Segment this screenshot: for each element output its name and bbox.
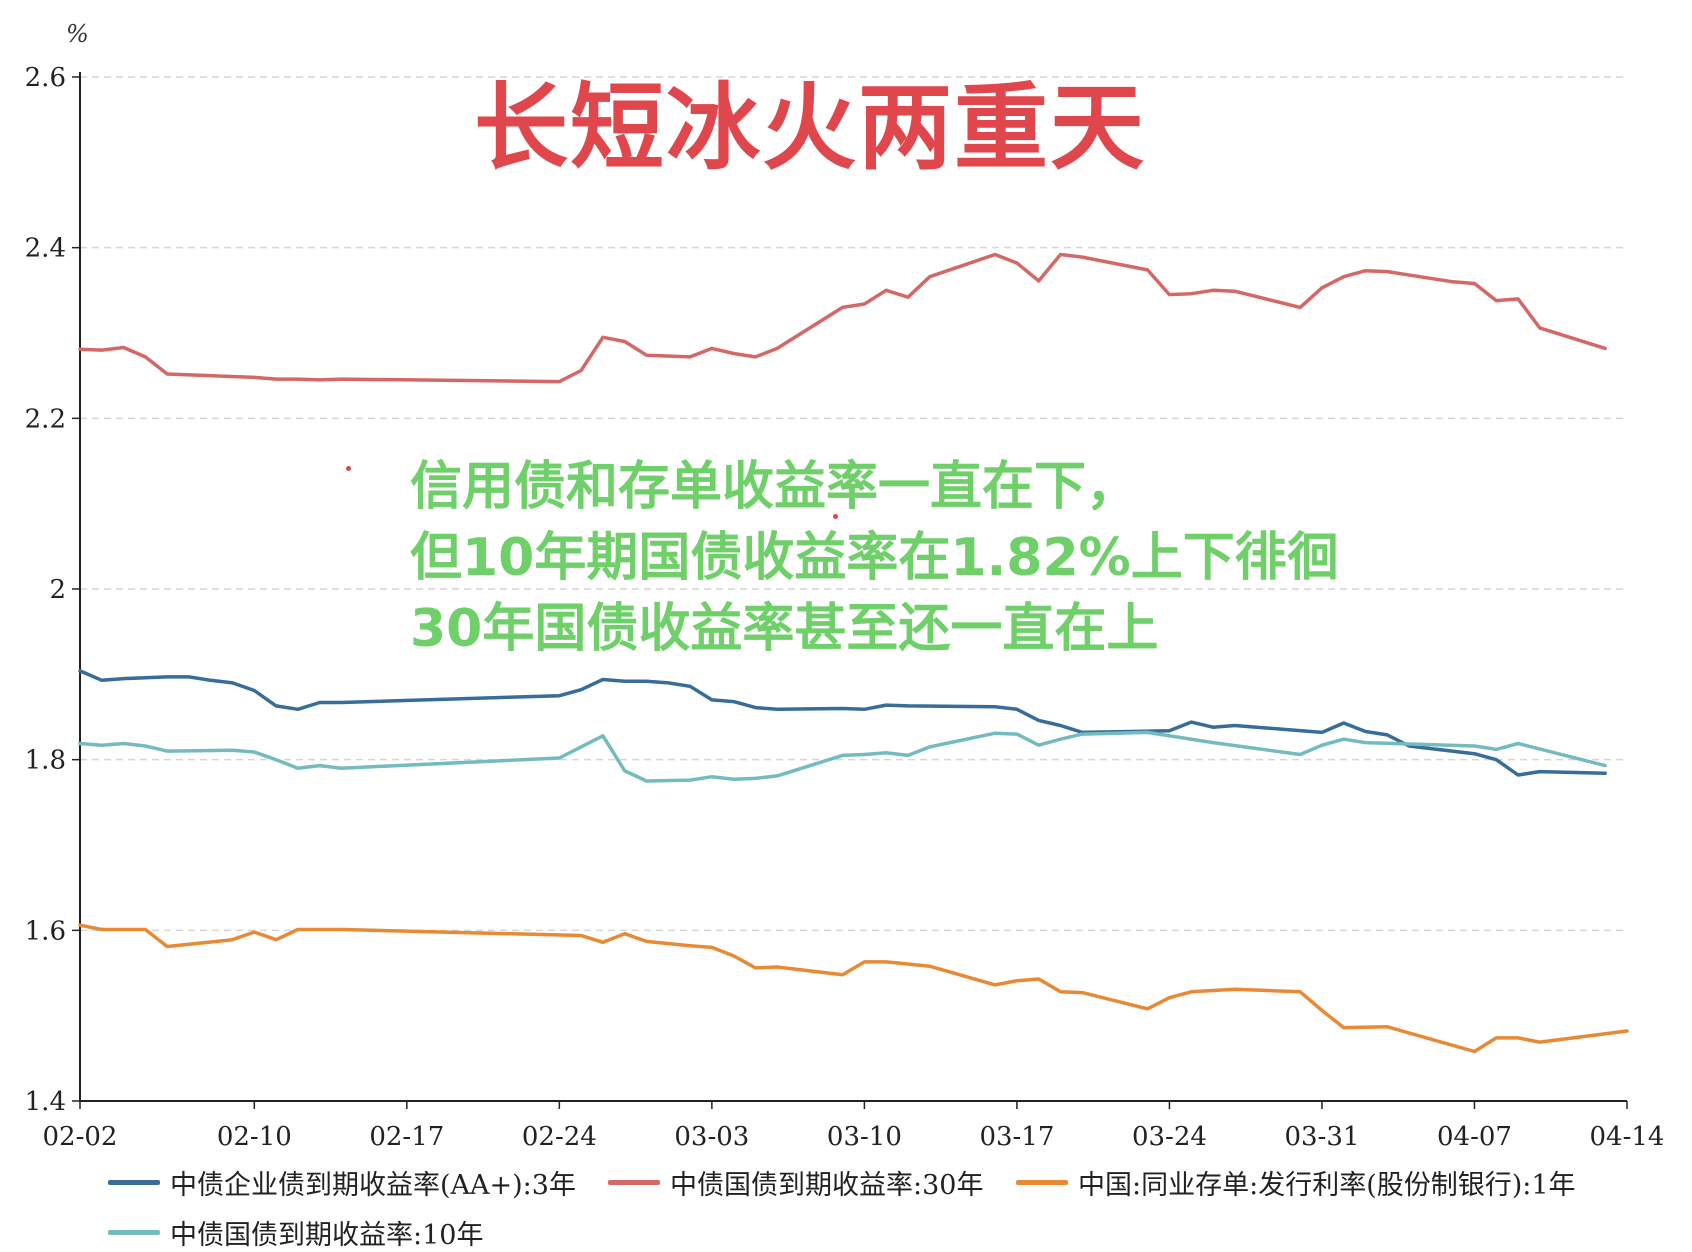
x-tick-label: 03-31 — [1284, 1122, 1359, 1152]
annotation-line-3: 30年国债收益率甚至还一直在上 — [410, 599, 1159, 659]
series-line-3 — [78, 730, 1607, 783]
y-tick-label: 2.6 — [25, 63, 66, 93]
chart-title: 长短冰火两重天 — [473, 74, 1146, 183]
x-tick-label: 04-14 — [1590, 1122, 1665, 1152]
x-tick-label: 02-02 — [43, 1122, 118, 1152]
stray-mark — [346, 466, 351, 471]
legend-item-corporate-3y: 中债企业债到期收益率(AA+):3年 — [108, 1163, 576, 1202]
legend-swatch — [1016, 1180, 1068, 1185]
y-tick-label: 1.8 — [25, 746, 66, 776]
x-tick-label: 03-03 — [674, 1122, 749, 1152]
x-tick-label: 04-07 — [1437, 1122, 1512, 1152]
y-axis-unit: % — [66, 20, 89, 48]
x-tick-label: 03-24 — [1132, 1122, 1207, 1152]
legend-swatch — [608, 1180, 660, 1185]
legend-label: 中债企业债到期收益率(AA+):3年 — [170, 1170, 576, 1201]
annotation-line-1: 信用债和存单收益率一直在下， — [410, 457, 1139, 517]
legend-swatch — [108, 1180, 160, 1185]
series-line-0 — [78, 669, 1607, 777]
legend-item-ncd-1y: 中国:同业存单:发行利率(股份制银行):1年 — [1016, 1163, 1576, 1202]
annotation-line-2: 但10年期国债收益率在1.82%上下徘徊 — [410, 528, 1339, 588]
x-tick-label: 02-24 — [522, 1122, 597, 1152]
x-tick-label: 03-17 — [979, 1122, 1054, 1152]
legend-label: 中国:同业存单:发行利率(股份制银行):1年 — [1078, 1170, 1576, 1201]
y-tick-label: 1.6 — [25, 916, 66, 946]
x-tick-label: 02-10 — [217, 1122, 292, 1152]
y-tick-label: 1.4 — [25, 1087, 66, 1117]
x-tick-label: 03-10 — [827, 1122, 902, 1152]
legend-swatch — [108, 1230, 160, 1235]
chart-annotation: 信用债和存单收益率一直在下， 但10年期国债收益率在1.82%上下徘徊 30年国… — [410, 452, 1339, 665]
x-tick-label: 02-17 — [369, 1122, 444, 1152]
legend-item-treasury-30y: 中债国债到期收益率:30年 — [608, 1163, 983, 1202]
legend-label: 中债国债到期收益率:10年 — [170, 1220, 484, 1251]
y-tick-label: 2.4 — [25, 234, 66, 264]
series-line-2 — [78, 923, 1629, 1054]
legend-item-treasury-10y: 中债国债到期收益率:10年 — [108, 1213, 483, 1252]
legend-label: 中债国债到期收益率:30年 — [670, 1170, 984, 1201]
y-tick-label: 2.2 — [25, 404, 66, 434]
stray-mark — [833, 514, 838, 519]
y-tick-label: 2 — [49, 575, 66, 605]
series-line-1 — [78, 252, 1607, 384]
